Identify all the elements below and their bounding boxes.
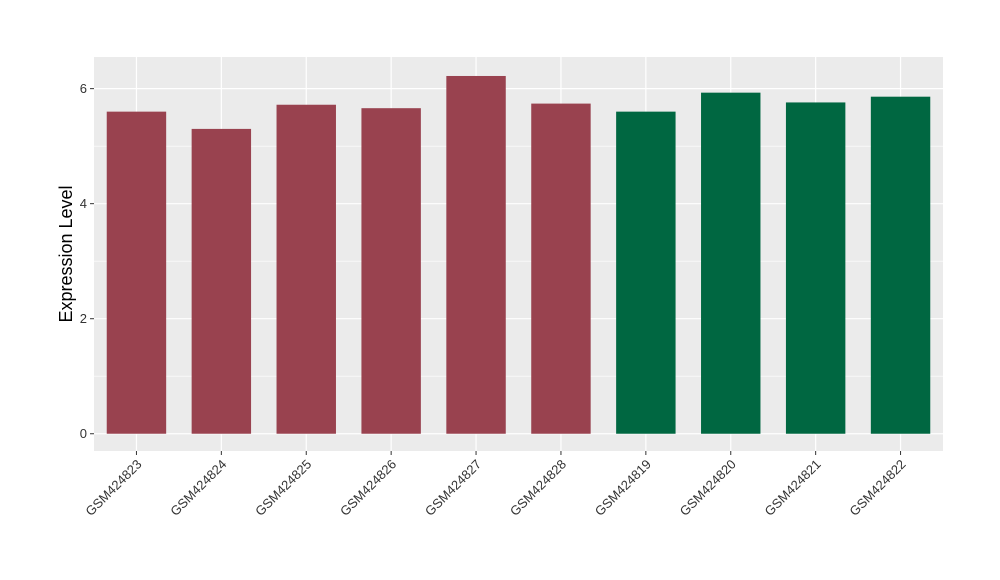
bars <box>106 75 931 434</box>
bar-GSM424824 <box>191 128 252 434</box>
bar-GSM424826 <box>361 108 421 434</box>
y-axis-ticks: 0 2 4 6 <box>80 81 94 441</box>
x-tick-label: GSM424828 <box>507 457 569 519</box>
bar-GSM424819 <box>616 111 676 434</box>
x-tick-label: GSM424820 <box>677 457 739 519</box>
bar-GSM424821 <box>785 102 846 434</box>
x-tick-label: GSM424822 <box>846 457 908 519</box>
x-tick-label: GSM424827 <box>422 457 484 519</box>
y-tick-label: 0 <box>80 426 87 441</box>
x-tick-label: GSM424823 <box>82 457 144 519</box>
x-tick-label: GSM424825 <box>252 457 314 519</box>
y-tick-label: 2 <box>80 311 87 326</box>
bar-GSM424822 <box>870 96 931 434</box>
bar-GSM424820 <box>701 92 761 434</box>
x-axis-ticks: GSM424823 GSM424824 GSM424825 GSM424826 GSM4… <box>82 451 909 519</box>
x-tick-label: GSM424826 <box>337 457 399 519</box>
bar-GSM424825 <box>276 104 336 434</box>
y-axis-title: Expression Level <box>56 185 76 322</box>
bar-GSM424823 <box>106 111 167 434</box>
y-tick-label: 4 <box>80 196 87 211</box>
bar-GSM424828 <box>531 103 591 434</box>
x-tick-label: GSM424819 <box>592 457 654 519</box>
x-tick-label: GSM424821 <box>762 457 824 519</box>
x-tick-label: GSM424824 <box>167 457 229 519</box>
bar-GSM424827 <box>446 75 506 434</box>
y-tick-label: 6 <box>80 81 87 96</box>
